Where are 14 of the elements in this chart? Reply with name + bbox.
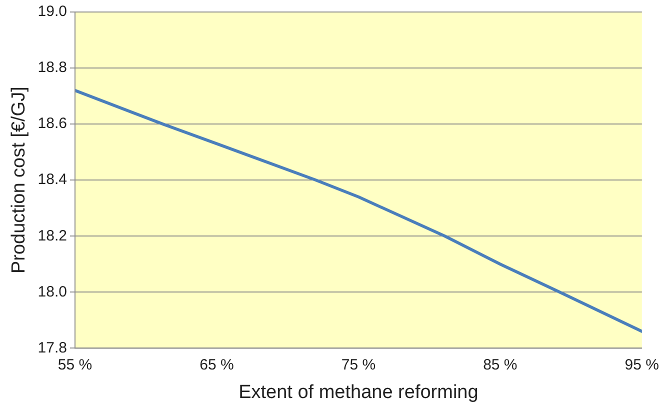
y-tick-label: 17.8 bbox=[38, 339, 67, 356]
y-tick-label: 18.2 bbox=[38, 227, 67, 244]
x-tick-label: 65 % bbox=[200, 356, 234, 374]
x-tick-label: 55 % bbox=[58, 356, 92, 374]
x-tick-label: 95 % bbox=[624, 356, 660, 374]
x-tick-label: 75 % bbox=[341, 356, 376, 374]
x-tick-label: 85 % bbox=[483, 356, 518, 374]
y-tick-label: 19.0 bbox=[38, 3, 67, 20]
y-tick-label: 18.8 bbox=[38, 59, 67, 76]
y-axis-title: Production cost [€/GJ] bbox=[8, 86, 30, 274]
y-tick-label: 18.0 bbox=[38, 283, 67, 300]
y-tick-label: 18.6 bbox=[38, 115, 67, 132]
y-tick-label: 18.4 bbox=[38, 171, 67, 188]
x-axis-title: Extent of methane reforming bbox=[238, 382, 478, 403]
